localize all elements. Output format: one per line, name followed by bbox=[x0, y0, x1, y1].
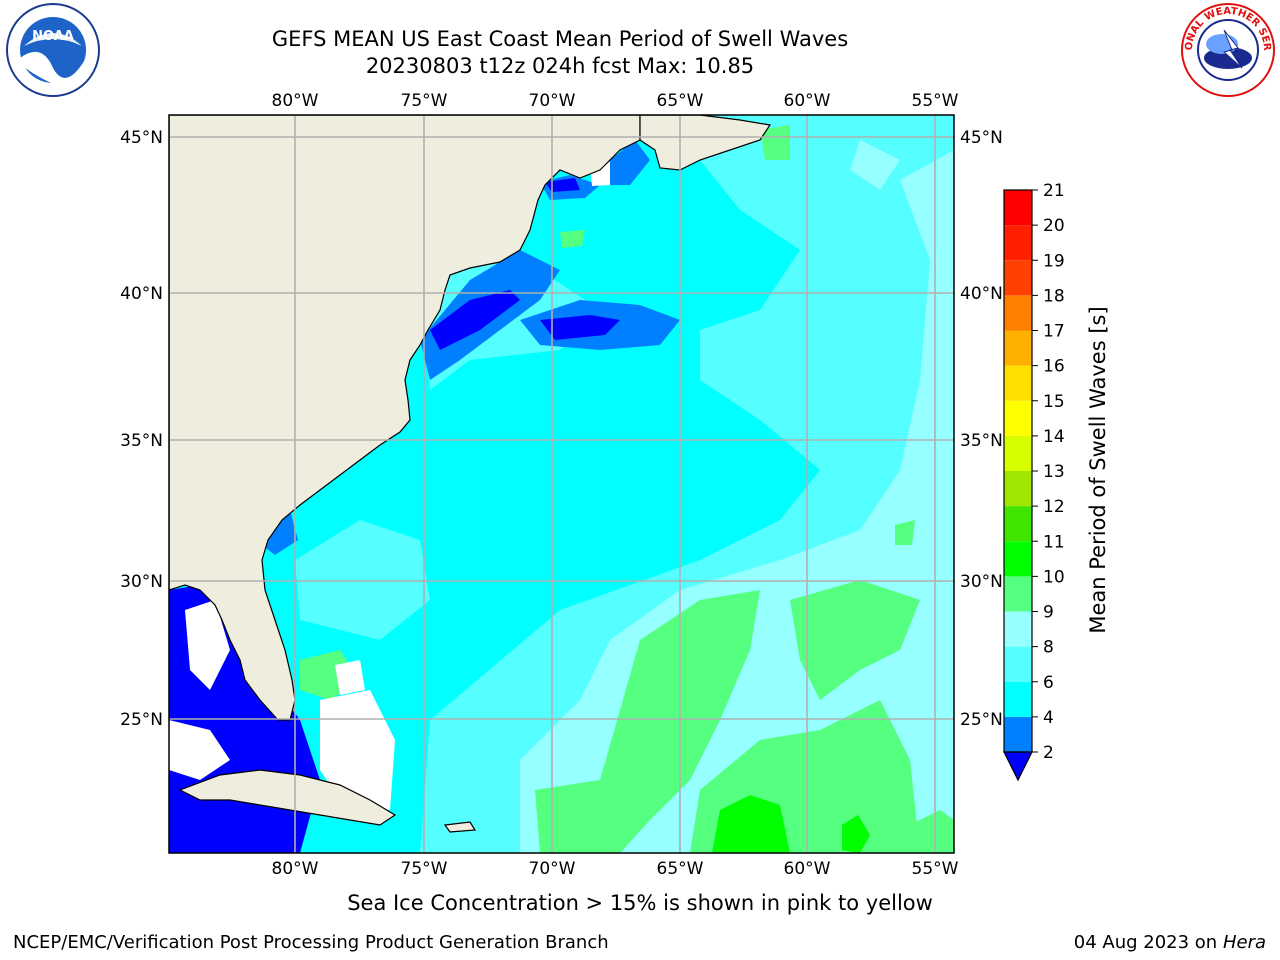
colorbar-segment bbox=[1004, 576, 1032, 612]
noaa-logo: NOAA bbox=[6, 3, 100, 97]
lat-label: 45°N bbox=[120, 128, 163, 148]
colorbar-segment bbox=[1004, 541, 1032, 577]
colorbar-tick-label: 9 bbox=[1043, 603, 1054, 623]
generated-date: 04 Aug 2023 on Hera bbox=[1074, 932, 1266, 953]
colorbar-tick-label: 6 bbox=[1043, 673, 1054, 693]
colorbar-segment bbox=[1004, 471, 1032, 507]
colorbar-tick-label: 19 bbox=[1043, 251, 1065, 271]
lat-label: 25°N bbox=[960, 710, 1003, 730]
colorbar-tick-label: 10 bbox=[1043, 567, 1065, 587]
colorbar-segment bbox=[1004, 646, 1032, 682]
colorbar-segment bbox=[1004, 260, 1032, 296]
colorbar-segment bbox=[1004, 506, 1032, 542]
lon-label: 80°W bbox=[272, 859, 319, 879]
colorbar-tick-label: 14 bbox=[1043, 427, 1065, 447]
lat-labels-left: 45°N 40°N 35°N 30°N 25°N bbox=[120, 128, 163, 730]
credit-line: NCEP/EMC/Verification Post Processing Pr… bbox=[13, 932, 609, 953]
colorbar-segment bbox=[1004, 400, 1032, 436]
masked-white-region bbox=[169, 162, 610, 810]
colorbar-segment bbox=[1004, 330, 1032, 366]
colorbar-segment bbox=[1004, 295, 1032, 331]
lon-label: 75°W bbox=[401, 91, 448, 111]
chart-subtitle: 20230803 t12z 024h fcst Max: 10.85 bbox=[365, 54, 755, 78]
lat-label: 40°N bbox=[120, 284, 163, 304]
lat-label: 30°N bbox=[960, 572, 1003, 592]
nws-logo: NATIONAL WEATHER SERVICE bbox=[1178, 2, 1275, 97]
graticule bbox=[169, 115, 954, 853]
lat-label: 40°N bbox=[960, 284, 1003, 304]
colorbar-tick-label: 4 bbox=[1043, 708, 1054, 728]
lon-label: 70°W bbox=[529, 859, 576, 879]
colorbar-tick-label: 8 bbox=[1043, 638, 1054, 658]
colorbar-tick-label: 13 bbox=[1043, 462, 1065, 482]
colorbar-segment bbox=[1004, 681, 1032, 717]
colorbar-tick-label: 2 bbox=[1043, 743, 1054, 763]
lon-label: 80°W bbox=[272, 91, 319, 111]
colorbar-segment bbox=[1004, 365, 1032, 401]
colorbar-tick-label: 21 bbox=[1043, 181, 1065, 201]
colorbar-segment bbox=[1004, 225, 1032, 261]
bahamas-island bbox=[443, 821, 477, 833]
lon-labels-top: 80°W 75°W 70°W 65°W 60°W 55°W bbox=[272, 91, 959, 111]
lon-label: 55°W bbox=[912, 859, 959, 879]
colorbar-segment bbox=[1004, 611, 1032, 647]
lat-label: 45°N bbox=[960, 128, 1003, 148]
colorbar-tick-label: 15 bbox=[1043, 392, 1065, 412]
svg-text:NOAA: NOAA bbox=[32, 29, 74, 44]
map-frame bbox=[168, 114, 955, 854]
lon-label: 65°W bbox=[657, 859, 704, 879]
colorbar-tick-label: 17 bbox=[1043, 322, 1065, 342]
colorbar-tick-label: 11 bbox=[1043, 532, 1065, 552]
colorbar-tick-label: 18 bbox=[1043, 286, 1065, 306]
date-text: 04 Aug 2023 on bbox=[1073, 932, 1218, 953]
lon-label: 60°W bbox=[784, 91, 831, 111]
nova-scotia-land bbox=[639, 115, 772, 171]
us-mainland bbox=[169, 115, 641, 721]
lon-label: 60°W bbox=[784, 859, 831, 879]
lat-label: 35°N bbox=[960, 431, 1003, 451]
colorbar-segment bbox=[1004, 716, 1032, 752]
chart-title: GEFS MEAN US East Coast Mean Period of S… bbox=[271, 27, 849, 51]
colorbar-extend-min bbox=[1003, 751, 1033, 782]
period-10-11-region bbox=[712, 795, 870, 853]
sea-ice-note: Sea Ice Concentration > 15% is shown in … bbox=[347, 891, 933, 915]
lat-labels-right: 45°N 40°N 35°N 30°N 25°N bbox=[960, 128, 1003, 730]
colorbar-tick-label: 12 bbox=[1043, 497, 1065, 517]
colorbar-title: Mean Period of Swell Waves [s] bbox=[1086, 306, 1110, 634]
lon-label: 75°W bbox=[401, 859, 448, 879]
host-name: Hera bbox=[1222, 932, 1266, 953]
colorbar-segment bbox=[1004, 435, 1032, 471]
lon-label: 65°W bbox=[657, 91, 704, 111]
lon-label: 55°W bbox=[912, 91, 959, 111]
lat-label: 25°N bbox=[120, 710, 163, 730]
land-masses bbox=[169, 115, 772, 833]
map-field bbox=[169, 115, 954, 853]
lat-label: 35°N bbox=[120, 431, 163, 451]
lon-label: 70°W bbox=[529, 91, 576, 111]
lon-labels-bottom: 80°W 75°W 70°W 65°W 60°W 55°W bbox=[272, 859, 959, 879]
colorbar-tick-label: 16 bbox=[1043, 357, 1065, 377]
lat-label: 30°N bbox=[120, 572, 163, 592]
colorbar-tick-label: 20 bbox=[1043, 216, 1065, 236]
cuba-land bbox=[178, 769, 397, 826]
colorbar: 2 4 6 8 9 10 11 12 13 14 15 16 17 18 19 20 21 bbox=[1003, 181, 1065, 782]
colorbar-segment bbox=[1004, 190, 1032, 226]
